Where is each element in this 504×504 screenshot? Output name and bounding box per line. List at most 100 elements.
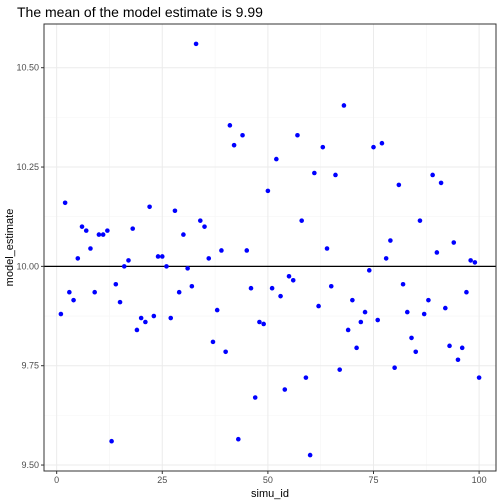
x-axis-ticks: 0 25 50 75 100 bbox=[54, 471, 487, 485]
data-point bbox=[67, 289, 72, 295]
data-point bbox=[261, 321, 266, 327]
x-axis-title: simu_id bbox=[251, 488, 289, 500]
data-point bbox=[333, 172, 338, 178]
data-point bbox=[320, 144, 326, 150]
data-point bbox=[371, 144, 376, 150]
data-point bbox=[354, 345, 359, 351]
y-tick-label: 10.00 bbox=[16, 261, 39, 271]
y-axis-ticks: 9.50 9.75 10.00 10.25 10.50 bbox=[16, 63, 44, 470]
data-point bbox=[113, 281, 119, 287]
data-point bbox=[299, 218, 304, 223]
data-point bbox=[430, 172, 435, 178]
data-point bbox=[383, 256, 389, 261]
data-point bbox=[189, 283, 195, 289]
data-point bbox=[240, 132, 245, 138]
x-tick-label: 25 bbox=[157, 475, 167, 485]
data-point bbox=[341, 103, 347, 108]
data-point bbox=[155, 254, 161, 259]
data-point bbox=[413, 349, 419, 355]
data-point bbox=[459, 345, 465, 351]
data-point bbox=[421, 311, 427, 317]
data-point bbox=[278, 293, 283, 299]
data-point bbox=[451, 240, 457, 245]
data-point bbox=[109, 438, 114, 444]
data-point bbox=[219, 248, 224, 253]
data-point bbox=[307, 452, 313, 458]
data-point bbox=[176, 289, 182, 295]
data-point bbox=[193, 41, 199, 47]
chart-title: The mean of the model estimate is 9.99 bbox=[17, 4, 263, 20]
x-tick-label: 50 bbox=[263, 475, 273, 485]
data-point bbox=[404, 309, 410, 315]
data-point bbox=[358, 319, 364, 325]
data-point bbox=[164, 264, 169, 269]
data-points bbox=[58, 41, 482, 458]
data-point bbox=[345, 327, 351, 333]
data-point bbox=[231, 142, 237, 148]
data-point bbox=[274, 156, 279, 162]
data-point bbox=[100, 232, 106, 237]
data-point bbox=[316, 303, 321, 309]
x-tick-label: 100 bbox=[472, 475, 487, 485]
data-point bbox=[138, 315, 144, 321]
data-point bbox=[168, 315, 174, 321]
data-point bbox=[468, 258, 473, 263]
data-point bbox=[303, 375, 309, 380]
data-point bbox=[159, 254, 165, 259]
data-point bbox=[417, 218, 423, 223]
data-point bbox=[337, 367, 343, 372]
data-point bbox=[197, 218, 203, 223]
data-point bbox=[92, 289, 97, 295]
data-point bbox=[409, 335, 414, 341]
data-point bbox=[295, 132, 300, 138]
data-point bbox=[58, 311, 64, 317]
data-point bbox=[362, 309, 368, 315]
data-point bbox=[464, 289, 469, 295]
data-point bbox=[366, 268, 372, 273]
data-point bbox=[290, 277, 296, 283]
data-point bbox=[202, 224, 207, 229]
data-point bbox=[126, 258, 131, 263]
data-point bbox=[392, 365, 397, 370]
data-point bbox=[350, 297, 355, 303]
data-point bbox=[88, 246, 93, 251]
data-point bbox=[227, 123, 233, 128]
data-point bbox=[265, 188, 271, 194]
data-point bbox=[134, 327, 140, 333]
data-point bbox=[443, 305, 448, 311]
data-point bbox=[396, 182, 402, 188]
data-point bbox=[105, 228, 110, 233]
data-point bbox=[185, 266, 190, 271]
data-point bbox=[206, 256, 212, 261]
panel-border bbox=[43, 23, 497, 472]
y-tick-label: 9.75 bbox=[21, 361, 39, 371]
data-point bbox=[324, 246, 330, 251]
data-point bbox=[236, 436, 241, 442]
data-point bbox=[79, 224, 85, 229]
data-point bbox=[130, 226, 136, 231]
data-point bbox=[121, 264, 127, 269]
grid-lines bbox=[44, 24, 496, 471]
data-point bbox=[388, 238, 393, 243]
data-point bbox=[447, 343, 452, 349]
data-point bbox=[248, 285, 254, 291]
data-point bbox=[117, 299, 123, 305]
data-point bbox=[223, 349, 228, 355]
data-point bbox=[379, 140, 385, 146]
y-axis-title: model_estimate bbox=[4, 209, 16, 287]
data-point bbox=[269, 285, 275, 291]
data-point bbox=[96, 232, 102, 237]
y-tick-label: 9.50 bbox=[21, 460, 39, 470]
data-point bbox=[257, 319, 262, 325]
data-point bbox=[143, 319, 148, 325]
data-point bbox=[62, 200, 68, 206]
y-tick-label: 10.50 bbox=[16, 63, 39, 73]
data-point bbox=[286, 274, 292, 279]
data-point bbox=[282, 387, 288, 392]
data-point bbox=[172, 208, 178, 214]
data-point bbox=[476, 375, 482, 380]
data-point bbox=[438, 180, 444, 186]
y-tick-label: 10.25 bbox=[16, 162, 39, 172]
